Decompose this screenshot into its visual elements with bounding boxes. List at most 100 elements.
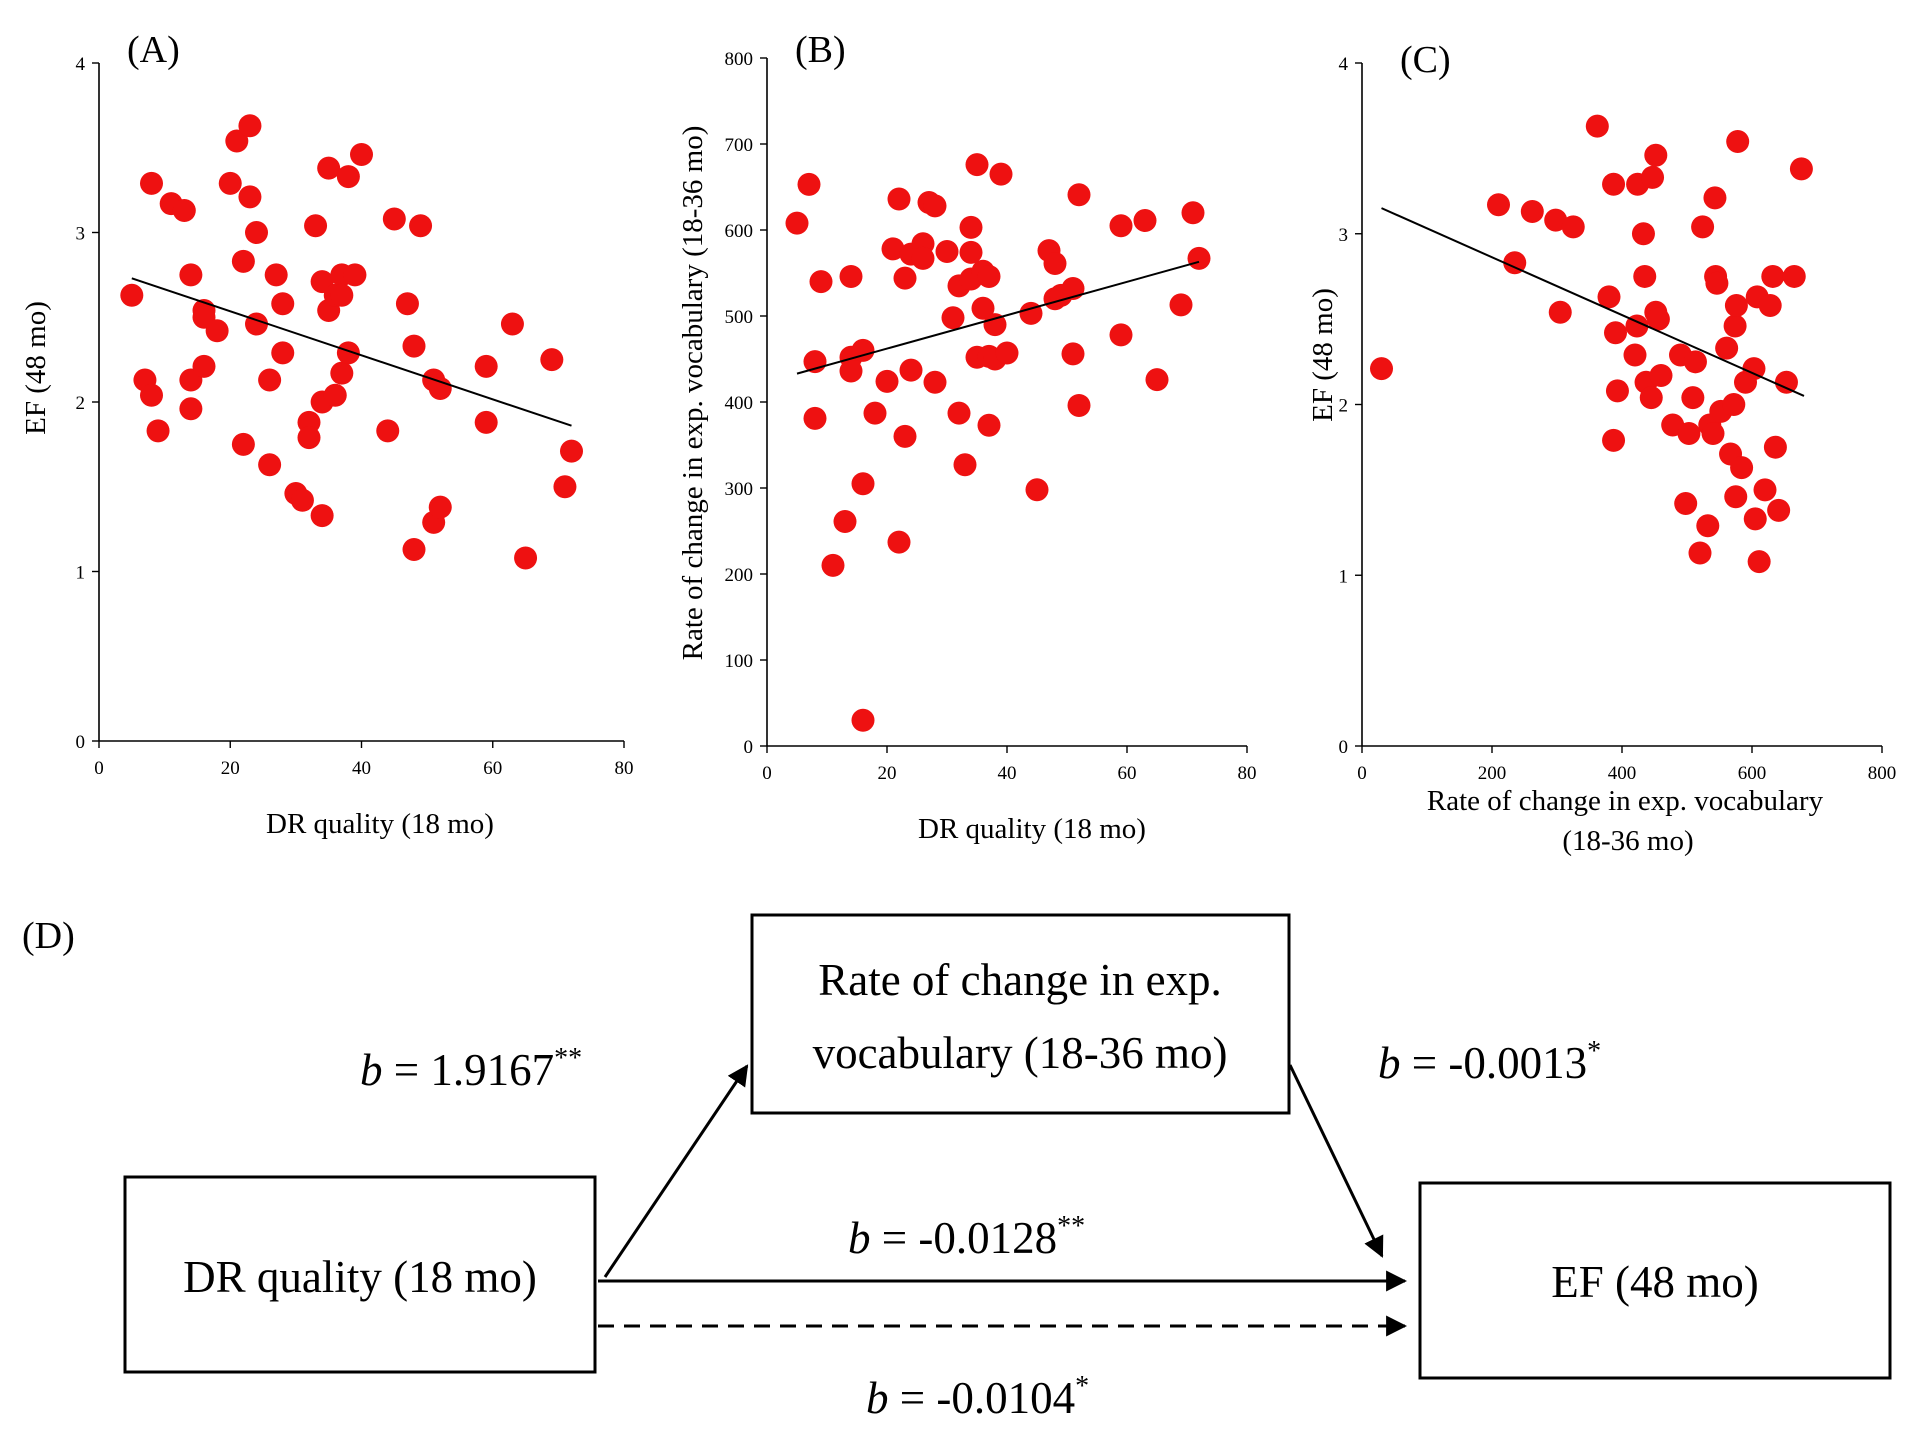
data-point-c — [1743, 507, 1767, 531]
data-point-c — [1789, 157, 1813, 181]
data-point-b — [1187, 246, 1211, 270]
data-point-c — [1688, 541, 1712, 565]
outcome-box — [1418, 1181, 1892, 1380]
data-point-b — [893, 266, 917, 290]
data-point-a — [140, 383, 163, 407]
data-point-b — [1025, 478, 1049, 502]
data-point-c — [1641, 165, 1665, 189]
y-tick-label-a: 0 — [76, 732, 86, 753]
data-point-a — [474, 410, 498, 434]
y-tick-label-b: 600 — [725, 221, 754, 242]
path-a-coefficient: b = 1.9167** — [360, 1043, 582, 1095]
data-point-a — [290, 488, 314, 512]
data-point-b — [1109, 323, 1133, 347]
data-point-b — [887, 530, 911, 554]
x-tick-label-b: 80 — [1238, 763, 1257, 784]
data-point-a — [120, 283, 144, 307]
data-point-a — [560, 439, 583, 463]
data-point-c — [1747, 550, 1771, 574]
data-point-c — [1774, 370, 1798, 394]
data-point-b — [893, 424, 917, 448]
path-b-coefficient: b = -0.0013* — [1378, 1036, 1601, 1088]
data-point-a — [304, 214, 328, 238]
trend-line-b — [796, 260, 1200, 375]
data-point-c — [1767, 498, 1791, 522]
data-point-a — [238, 185, 262, 209]
path-a-arrow — [603, 1064, 749, 1278]
data-point-b — [821, 553, 845, 577]
trend-line-c — [1381, 207, 1805, 397]
y-tick-label-b: 400 — [725, 393, 754, 414]
data-point-b — [803, 406, 827, 430]
data-point-c — [1782, 264, 1806, 288]
data-point-c — [1753, 478, 1777, 502]
data-point-b — [851, 472, 875, 496]
y-tick-label-c: 1 — [1339, 566, 1349, 587]
x-axis-title-c-line2: (18-36 mo) — [1562, 825, 1693, 857]
scatter-panel-a: (A) DR quality (18 mo) EF (48 mo) 012340… — [20, 29, 634, 840]
path-b-arrow — [1288, 1064, 1384, 1258]
data-point-b — [1145, 368, 1169, 392]
y-tick-label-a: 2 — [76, 393, 86, 414]
data-point-c — [1487, 193, 1510, 217]
data-point-c — [1681, 386, 1705, 410]
data-point-c — [1631, 222, 1655, 246]
data-point-b — [1181, 201, 1205, 225]
y-axis-title-b: Rate of change in exp. vocabulary (18-36… — [677, 126, 709, 661]
predictor-label: DR quality (18 mo) — [183, 1252, 537, 1302]
data-point-c — [1758, 293, 1782, 317]
data-point-a — [238, 114, 262, 138]
data-point-b — [1109, 214, 1133, 238]
y-tick-label-a: 3 — [76, 224, 86, 245]
x-tick-label-c: 800 — [1868, 763, 1897, 784]
x-tick-label-b: 40 — [998, 763, 1017, 784]
data-point-a — [402, 537, 426, 561]
data-point-a — [343, 263, 367, 287]
data-point-b — [851, 708, 875, 732]
data-point-a — [258, 453, 282, 477]
data-point-a — [205, 319, 229, 343]
data-point-b — [953, 453, 977, 477]
data-point-a — [540, 348, 564, 372]
data-point-c — [1703, 186, 1727, 210]
panel-label-c: (C) — [1400, 39, 1451, 81]
data-point-a — [225, 129, 249, 153]
data-point-c — [1604, 321, 1627, 345]
data-point-c — [1677, 422, 1701, 446]
data-point-a — [500, 312, 524, 336]
data-point-a — [231, 249, 255, 273]
x-tick-label-b: 60 — [1118, 763, 1137, 784]
data-point-a — [376, 419, 400, 443]
data-point-b — [935, 240, 959, 263]
data-point-a — [264, 263, 288, 287]
data-point-b — [977, 264, 1001, 288]
data-point-c — [1597, 285, 1621, 309]
data-point-a — [258, 368, 282, 392]
data-point-a — [146, 419, 170, 443]
data-point-c — [1623, 343, 1647, 367]
data-point-a — [172, 198, 196, 222]
data-point-c — [1723, 314, 1747, 338]
y-tick-label-a: 4 — [76, 54, 86, 75]
y-tick-label-b: 700 — [725, 135, 754, 156]
data-point-a — [336, 165, 360, 189]
data-point-c — [1715, 336, 1739, 360]
x-tick-label-c: 400 — [1608, 763, 1637, 784]
data-point-c — [1370, 357, 1393, 381]
data-point-b — [989, 162, 1013, 186]
data-point-b — [899, 358, 923, 382]
data-point-c — [1722, 393, 1746, 416]
mediation-diagram: (D) Rate of change in exp. vocabulary (1… — [22, 913, 1892, 1423]
data-point-c — [1696, 514, 1720, 538]
data-point-c — [1644, 143, 1668, 167]
scatter-panel-c: (C) Rate of change in exp. vocabulary (1… — [1307, 39, 1896, 857]
data-point-c — [1520, 200, 1544, 224]
y-tick-label-c: 3 — [1339, 225, 1349, 246]
x-tick-label-a: 80 — [615, 758, 634, 779]
y-tick-label-b: 0 — [744, 737, 754, 758]
x-tick-label-c: 600 — [1738, 763, 1767, 784]
x-tick-label-b: 20 — [878, 763, 897, 784]
y-tick-label-c: 2 — [1339, 396, 1349, 417]
data-point-c — [1674, 492, 1698, 516]
